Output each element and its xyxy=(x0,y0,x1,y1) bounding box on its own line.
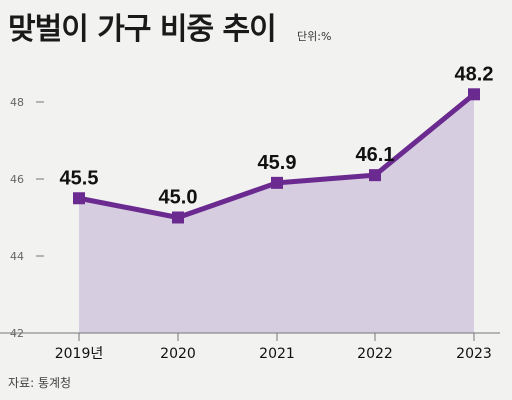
x-tick-label: 2021 xyxy=(259,346,295,362)
y-tick-label: 46 xyxy=(10,173,24,186)
data-point xyxy=(172,211,184,224)
data-label: 45.9 xyxy=(258,152,297,174)
x-tick-label: 2022 xyxy=(357,346,393,362)
unit-label: 단위:% xyxy=(297,30,332,43)
data-label: 48.2 xyxy=(455,63,494,85)
data-label: 46.1 xyxy=(356,144,395,166)
chart-title: 맞벌이 가구 비중 추이 xyxy=(8,12,277,47)
data-point xyxy=(271,176,283,189)
data-points xyxy=(73,88,480,224)
data-point xyxy=(369,169,381,182)
x-tick-label: 2020 xyxy=(160,346,196,362)
data-point xyxy=(468,88,480,101)
x-axis: 2019년 2020 2021 2022 2023 xyxy=(0,332,500,362)
data-label: 45.5 xyxy=(60,167,99,189)
y-tick-label: 44 xyxy=(10,250,24,263)
area-fill xyxy=(79,94,474,333)
data-labels: 45.5 45.0 45.9 46.1 48.2 xyxy=(60,63,494,208)
x-tick-label: 2019년 xyxy=(55,346,104,362)
data-point xyxy=(73,192,85,205)
source-note: 자료: 통계청 xyxy=(8,376,72,390)
data-label: 45.0 xyxy=(159,187,198,209)
area-fill-group xyxy=(79,94,474,333)
x-tick-label: 2023 xyxy=(456,346,492,362)
y-tick-label: 48 xyxy=(10,96,24,109)
